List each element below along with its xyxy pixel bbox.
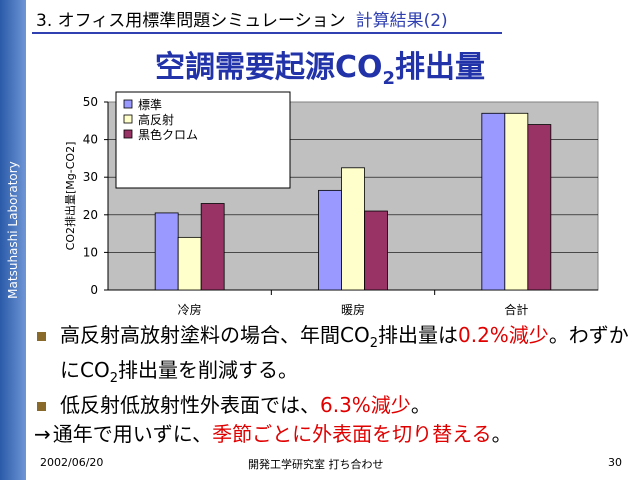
bar-0-0	[154, 212, 179, 291]
heading-number: 3. オフィス用標準問題シミュレーション	[36, 11, 346, 31]
bullet1-text-b: 排出量は	[378, 323, 458, 347]
bar-1-0	[177, 236, 202, 291]
bar-2-2	[527, 124, 552, 291]
bullet1-highlight: 0.2%減少	[458, 323, 549, 347]
legend-label-2: 黒色クロム	[138, 128, 198, 142]
x-category-label: 暖房	[341, 302, 365, 317]
bar-1-1	[341, 167, 365, 291]
footer-center: 開発工学研究室 打ち合わせ	[248, 458, 384, 471]
y-tick-label: 10	[83, 245, 98, 259]
footer-date: 2002/06/20	[40, 456, 104, 469]
title-suffix: 排出量	[395, 50, 486, 85]
heading-divider	[32, 32, 502, 34]
title-subscript: 2	[382, 68, 396, 89]
legend-label-1: 高反射	[138, 112, 174, 127]
bullet1-text-a: 高反射高放射塗料の場合、年間CO	[60, 323, 370, 347]
bar-2-1	[364, 210, 388, 291]
conclusion-text-a: 通年で用いずに、	[52, 422, 213, 446]
sidebar-label: Matsuhashi Laboratory	[6, 161, 20, 299]
bullet2-text-a: 低反射低放射性外表面では、	[60, 393, 320, 417]
conclusion-line: → 通年で用いずに、季節ごとに外表面を切り替える。	[34, 421, 634, 448]
y-tick-label: 0	[90, 283, 98, 297]
bar-2-0	[200, 203, 225, 291]
y-axis-label: CO2排出量[Mg-CO2]	[63, 142, 77, 251]
bar-0-2	[481, 112, 506, 291]
heading-sub: 計算結果(2)	[355, 11, 448, 31]
y-tick-label: 50	[83, 95, 98, 109]
y-tick-label: 40	[83, 133, 98, 147]
y-tick-label: 20	[83, 208, 98, 222]
slide-title: 空調需要起源CO2排出量	[0, 42, 640, 89]
bullet-list: 高反射高放射塗料の場合、年間CO2排出量は0.2%減少。わずかにCO2排出量を削…	[34, 322, 634, 448]
legend-swatch-2	[123, 129, 133, 139]
bullet-square-icon	[37, 332, 46, 341]
bar-chart: 0 10 20 30 40 50 冷房 暖房 合計 CO2排出量[Mg-CO2] 標準高反射黒色クロ…	[63, 91, 599, 317]
bullet2-text-b: 。	[410, 393, 431, 417]
bar-0-1	[318, 189, 342, 291]
bullet1-sub-b: 2	[109, 371, 118, 386]
legend-box	[115, 91, 291, 189]
bullet-square-icon	[37, 402, 46, 411]
title-prefix: 空調需要起源CO	[154, 50, 383, 85]
legend-label-0: 標準	[138, 97, 162, 112]
y-tick-label: 30	[83, 170, 98, 184]
sidebar-bar: Matsuhashi Laboratory	[0, 0, 26, 480]
footer-page-number: 30	[608, 456, 622, 469]
x-category-label: 冷房	[178, 302, 202, 317]
conclusion-text-b: 。	[491, 422, 512, 446]
bullet-item-1: 高反射高放射塗料の場合、年間CO2排出量は0.2%減少。わずかにCO2排出量を削…	[34, 322, 634, 392]
bullet-item-2: 低反射低放射性外表面では、6.3%減少。	[34, 392, 634, 419]
right-arrow-icon: →	[34, 422, 51, 446]
slide-heading: 3. オフィス用標準問題シミュレーション 計算結果(2)	[36, 6, 448, 31]
legend-swatch-0	[123, 99, 133, 109]
x-category-label: 合計	[504, 302, 528, 317]
bullet1-text-d: 排出量を削減する。	[118, 358, 298, 382]
legend-swatch-1	[123, 114, 133, 124]
bar-1-2	[504, 112, 529, 291]
bullet1-text-c: 。わずかにCO	[60, 323, 629, 382]
conclusion-highlight: 季節ごとに外表面を切り替える	[212, 422, 492, 446]
bullet2-highlight: 6.3%減少	[320, 393, 411, 417]
bullet1-sub-a: 2	[369, 336, 378, 351]
